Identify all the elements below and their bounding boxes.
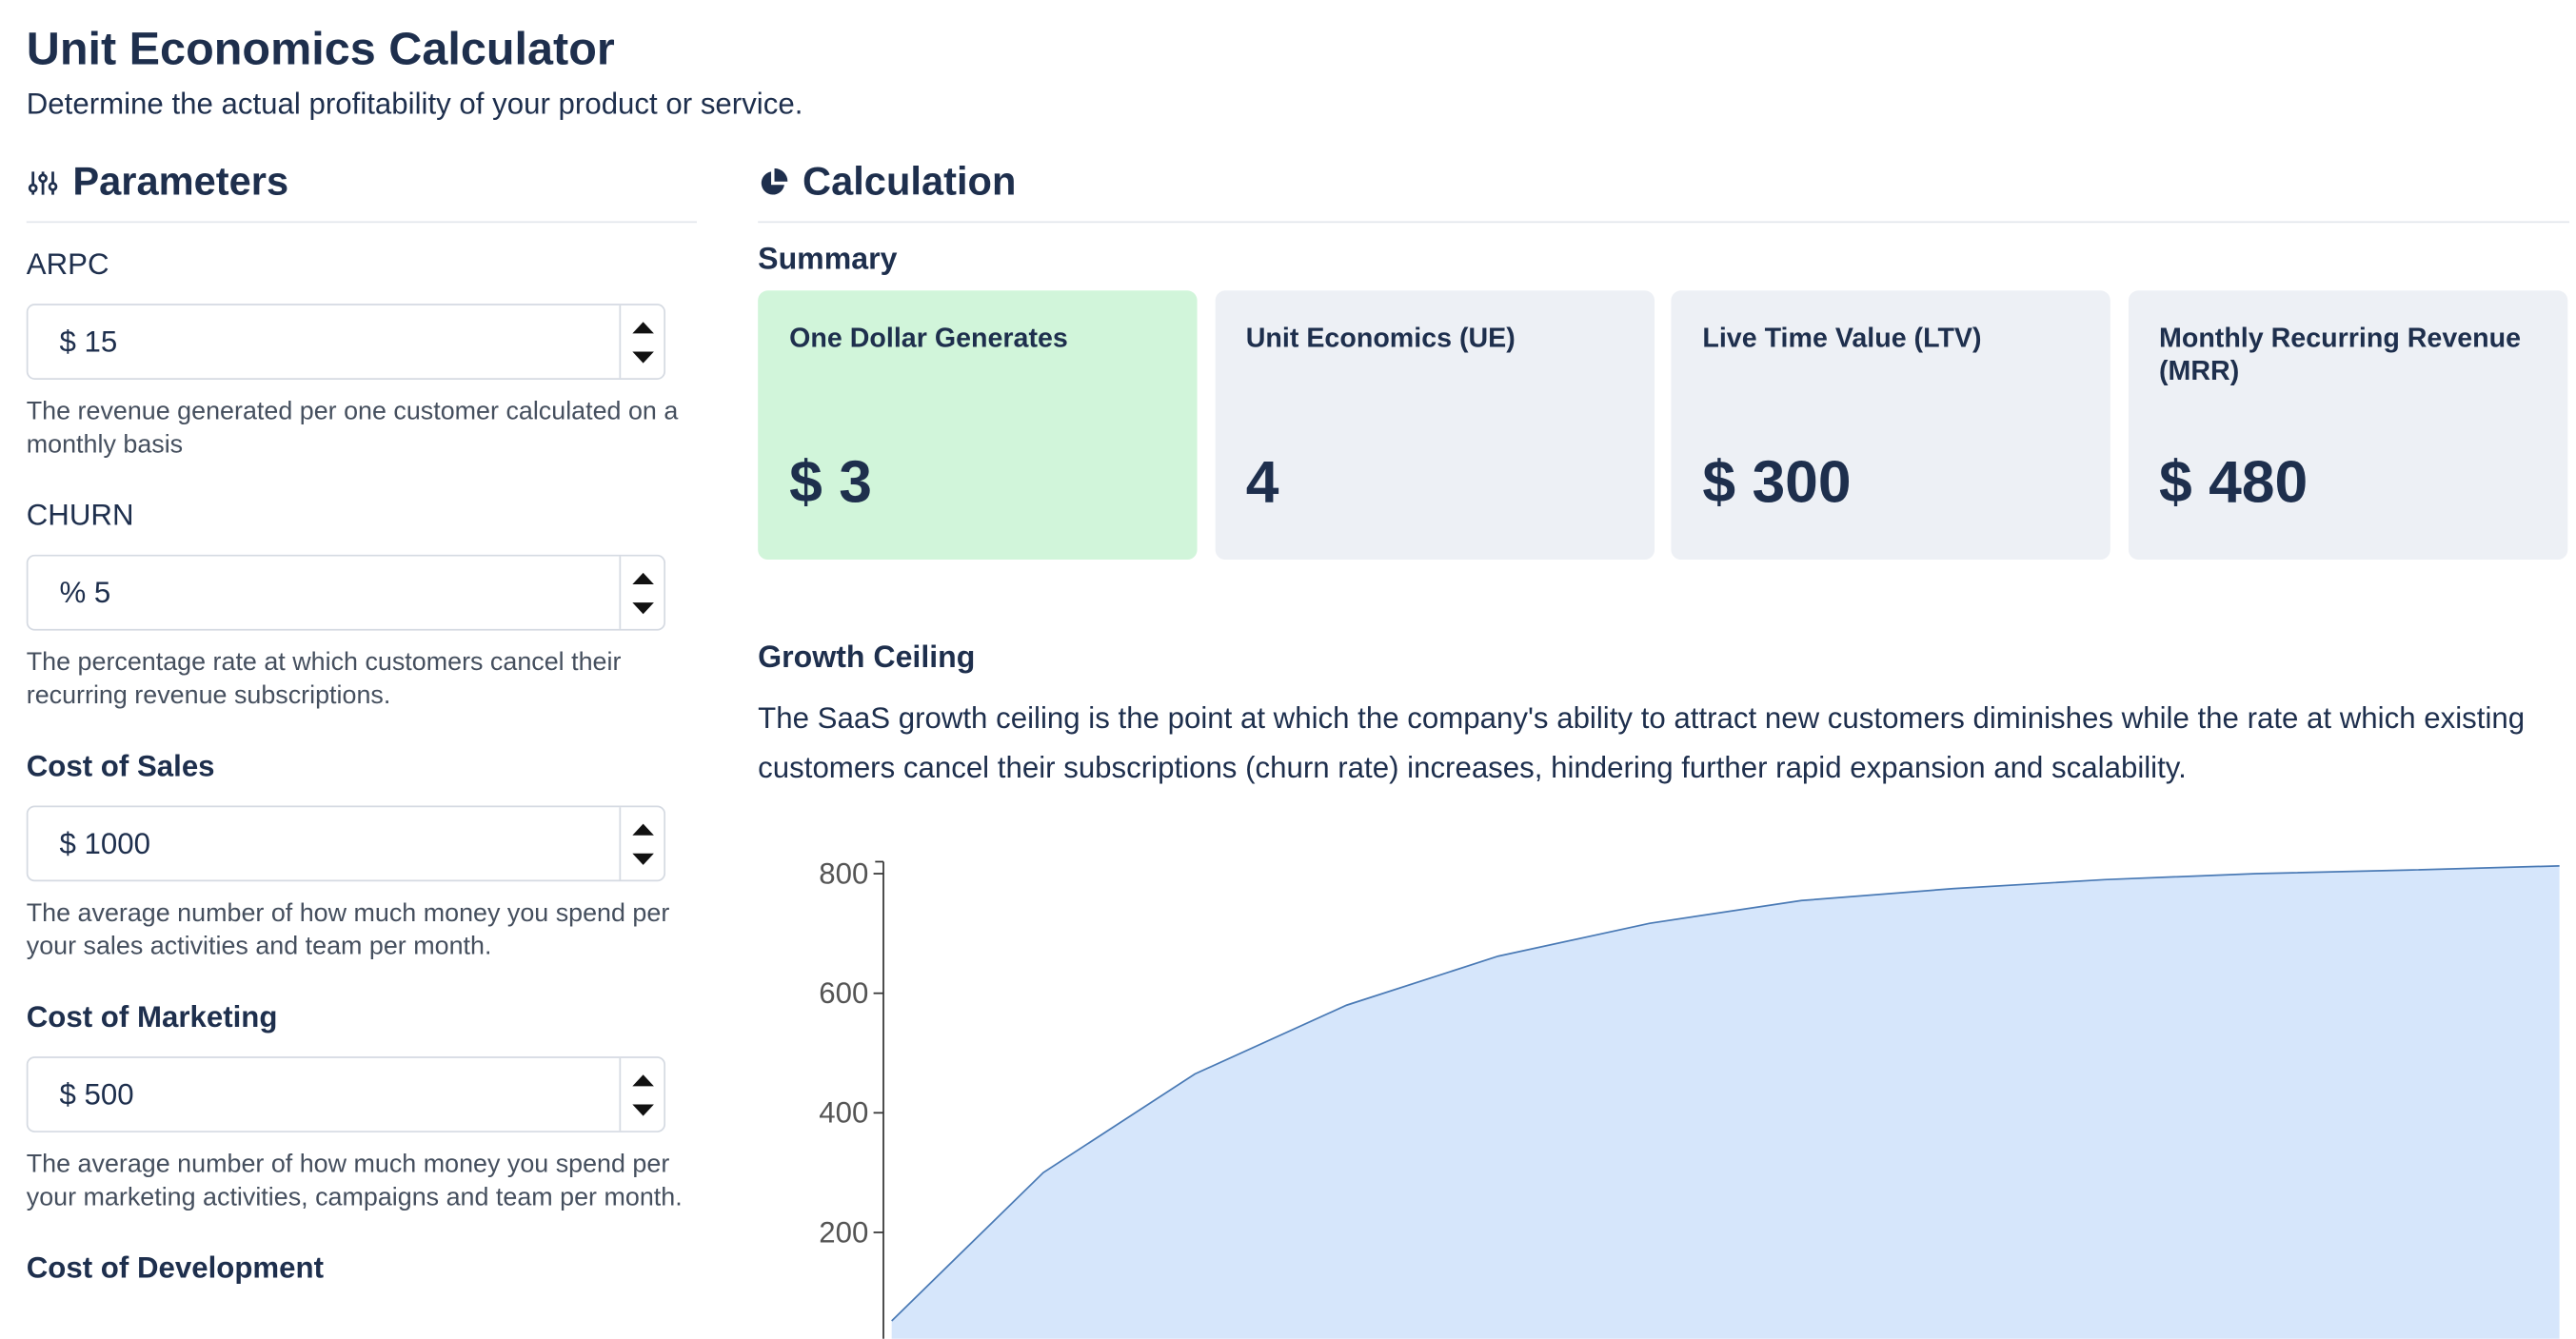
input-value: $ 500 (59, 1078, 133, 1113)
growth-title: Growth Ceiling (758, 639, 976, 674)
input-value: $ 1000 (59, 827, 150, 861)
field-label: Cost of Sales (26, 749, 215, 783)
card-label: One Dollar Generates (789, 323, 1068, 354)
parameters-icon (28, 171, 58, 195)
card-label: Unit Economics (UE) (1245, 323, 1516, 354)
y-tick-label: 400 (819, 1096, 868, 1130)
input-number: 500 (84, 1077, 134, 1112)
input-number: 5 (93, 576, 111, 610)
input-number: 15 (84, 325, 118, 359)
input-unit: $ (59, 325, 76, 359)
field-help: The percentage rate at which customers c… (26, 648, 622, 710)
input-unit: $ (59, 827, 76, 860)
number-input[interactable]: $ 1000 (26, 805, 666, 882)
field-label: Cost of Development (26, 1250, 325, 1285)
page-subtitle: Determine the actual profitability of yo… (26, 87, 803, 121)
summary-card: Unit Economics (UE) 4 (1214, 290, 1655, 561)
input-number: 1000 (84, 827, 150, 860)
input-value: % 5 (59, 576, 110, 610)
spinner (619, 807, 665, 880)
summary-card: Monthly Recurring Revenue (MRR) $ 480 (2128, 290, 2567, 561)
card-label: Live Time Value (LTV) (1702, 323, 1982, 354)
field-help: The average number of how much money you… (26, 899, 670, 960)
divider (26, 221, 698, 224)
card-value: 4 (1245, 447, 1279, 516)
y-tick-label: 800 (819, 857, 868, 890)
card-value: $ 300 (1702, 447, 1852, 516)
spinner-arrows[interactable] (621, 1058, 665, 1131)
spinner (619, 305, 665, 379)
number-input[interactable]: $ 500 (26, 1056, 666, 1132)
summary-card: One Dollar Generates $ 3 (758, 290, 1198, 561)
number-input[interactable]: % 5 (26, 554, 666, 631)
calculation-icon (761, 167, 788, 195)
growth-chart: 200 400 600 800 (819, 857, 2560, 1339)
spinner-arrows[interactable] (621, 557, 665, 629)
card-label: Monthly Recurring Revenue (MRR) (2158, 323, 2522, 386)
spinner (619, 556, 665, 629)
input-unit: $ (59, 1077, 76, 1112)
input-unit: % (59, 576, 87, 610)
card-value: $ 480 (2158, 447, 2308, 516)
number-input[interactable]: $ 15 (26, 304, 666, 380)
spinner (619, 1057, 665, 1132)
field-label: CHURN (26, 498, 134, 532)
page-title: Unit Economics Calculator (26, 23, 615, 75)
y-tick-label: 200 (819, 1215, 868, 1249)
growth-description: The SaaS growth ceiling is the point at … (758, 701, 2526, 784)
spinner-arrows[interactable] (621, 305, 665, 378)
calculation-title: Calculation (803, 160, 1017, 206)
area-line (891, 864, 2560, 1322)
y-tick-label: 600 (819, 976, 868, 1010)
input-value: $ 15 (59, 325, 117, 360)
field-label: Cost of Marketing (26, 1000, 278, 1034)
field-help: The revenue generated per one customer c… (26, 398, 679, 459)
field-label: ARPC (26, 247, 109, 281)
card-value: $ 3 (789, 447, 872, 516)
summary-card: Live Time Value (LTV) $ 300 (1671, 290, 2110, 561)
parameters-title: Parameters (72, 160, 289, 206)
divider (758, 221, 2570, 224)
spinner-arrows[interactable] (621, 807, 665, 879)
summary-title: Summary (758, 241, 898, 276)
field-help: The average number of how much money you… (26, 1151, 683, 1211)
area-fill (891, 865, 2560, 1339)
